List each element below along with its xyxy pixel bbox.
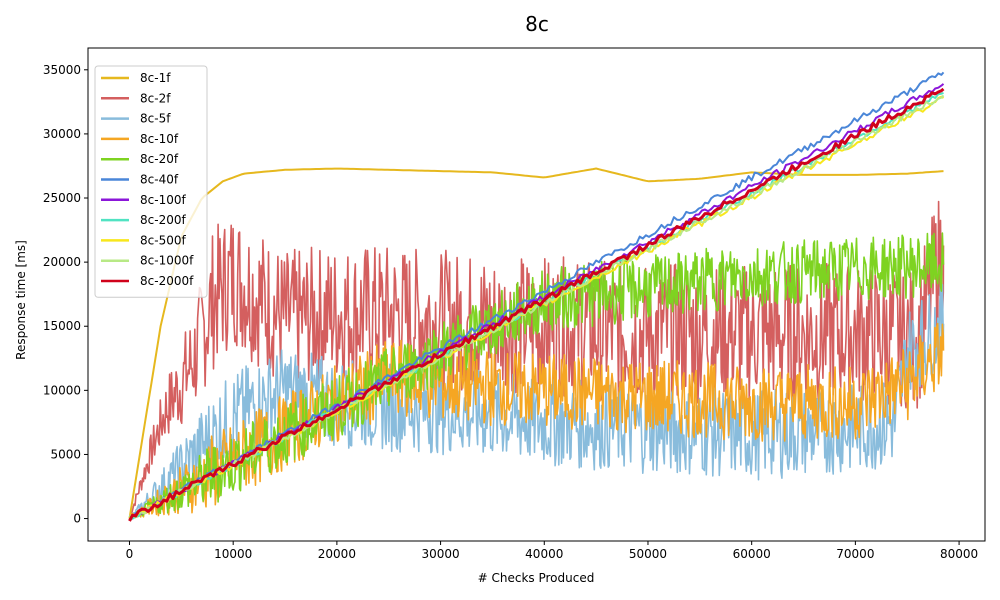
series-line-8c-20f: [128, 232, 945, 520]
x-tick-label: 70000: [836, 547, 874, 561]
x-axis-label: # Checks Produced: [478, 571, 595, 585]
chart-title: 8c: [525, 12, 549, 36]
y-tick-label: 20000: [43, 255, 81, 269]
series-line-8c-1f: [128, 167, 944, 519]
series-line-8c-1000f: [129, 94, 945, 519]
x-tick-label: 10000: [214, 547, 252, 561]
y-tick-label: 5000: [50, 447, 81, 461]
legend-label: 8c-10f: [140, 132, 179, 146]
series-line-8c-40f: [128, 71, 945, 520]
legend-label: 8c-1f: [140, 71, 171, 85]
x-tick-label: 50000: [629, 547, 667, 561]
y-tick-label: 35000: [43, 63, 81, 77]
x-tick-label: 60000: [733, 547, 771, 561]
x-tick-label: 30000: [421, 547, 459, 561]
legend-label: 8c-1000f: [140, 254, 194, 268]
legend-label: 8c-500f: [140, 233, 186, 247]
plot-frame: [87, 47, 986, 542]
y-axis: 0 5000 10000 15000 20000 25000 30000 35000: [43, 63, 88, 526]
legend-label: 8c-20f: [140, 152, 179, 166]
x-tick-label: 80000: [940, 547, 978, 561]
series-line-8c-2000f: [128, 87, 945, 522]
y-tick-label: 0: [73, 512, 81, 526]
legend: 8c-1f 8c-2f 8c-5f 8c-10f 8c-20f 8c-40f 8c-100f…: [94, 65, 208, 298]
y-axis-label: Response time [ms]: [14, 240, 28, 360]
legend-label: 8c-200f: [140, 213, 186, 227]
x-tick-label: 40000: [525, 547, 563, 561]
x-tick-label: 20000: [318, 547, 356, 561]
y-tick-label: 15000: [43, 319, 81, 333]
y-tick-label: 25000: [43, 191, 81, 205]
legend-label: 8c-2000f: [140, 274, 194, 288]
legend-label: 8c-2f: [140, 91, 171, 105]
y-tick-label: 30000: [43, 127, 81, 141]
x-tick-label: 0: [126, 547, 134, 561]
legend-label: 8c-5f: [140, 112, 171, 126]
x-axis: 0 10000 20000 30000 40000 50000 60000 70000 8000…: [126, 541, 978, 561]
legend-label: 8c-40f: [140, 173, 179, 187]
y-tick-label: 10000: [43, 383, 81, 397]
legend-label: 8c-100f: [140, 193, 186, 207]
plot-area: [128, 71, 945, 522]
